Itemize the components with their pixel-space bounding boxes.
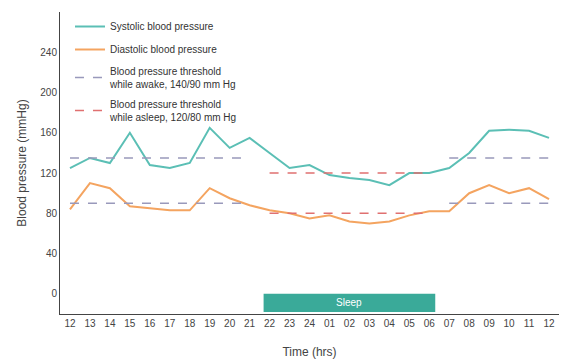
svg-text:07: 07	[444, 318, 456, 329]
svg-text:16: 16	[144, 318, 156, 329]
svg-text:Diastolic blood pressure: Diastolic blood pressure	[110, 44, 217, 55]
svg-text:21: 21	[244, 318, 256, 329]
svg-text:09: 09	[484, 318, 496, 329]
svg-text:240: 240	[40, 47, 57, 58]
svg-text:200: 200	[40, 87, 57, 98]
svg-text:Blood pressure thresholdwhile: Blood pressure thresholdwhile asleep, 12…	[109, 99, 236, 123]
svg-text:13: 13	[84, 318, 96, 329]
svg-text:Time (hrs): Time (hrs)	[282, 345, 336, 359]
svg-text:12: 12	[64, 318, 76, 329]
svg-text:12: 12	[543, 318, 555, 329]
svg-text:Sleep: Sleep	[336, 297, 362, 308]
svg-text:19: 19	[204, 318, 216, 329]
svg-text:24: 24	[304, 318, 316, 329]
svg-text:08: 08	[464, 318, 476, 329]
svg-text:23: 23	[284, 318, 296, 329]
svg-text:22: 22	[264, 318, 276, 329]
svg-text:18: 18	[184, 318, 196, 329]
svg-text:14: 14	[104, 318, 116, 329]
svg-text:01: 01	[324, 318, 336, 329]
svg-text:05: 05	[404, 318, 416, 329]
svg-text:80: 80	[46, 208, 58, 219]
svg-text:03: 03	[364, 318, 376, 329]
svg-text:Blood pressure thresholdwhile: Blood pressure thresholdwhile awake, 140…	[109, 66, 236, 90]
svg-text:120: 120	[40, 168, 57, 179]
svg-text:Blood pressure (mmHg): Blood pressure (mmHg)	[15, 99, 29, 226]
svg-text:20: 20	[224, 318, 236, 329]
svg-text:15: 15	[124, 318, 136, 329]
svg-text:06: 06	[424, 318, 436, 329]
svg-text:17: 17	[164, 318, 176, 329]
svg-text:10: 10	[504, 318, 516, 329]
svg-text:Systolic blood pressure: Systolic blood pressure	[110, 21, 214, 32]
svg-text:02: 02	[344, 318, 356, 329]
svg-text:04: 04	[384, 318, 396, 329]
svg-text:0: 0	[51, 288, 57, 299]
svg-text:11: 11	[524, 318, 535, 329]
svg-text:40: 40	[46, 248, 58, 259]
svg-text:160: 160	[40, 127, 57, 138]
